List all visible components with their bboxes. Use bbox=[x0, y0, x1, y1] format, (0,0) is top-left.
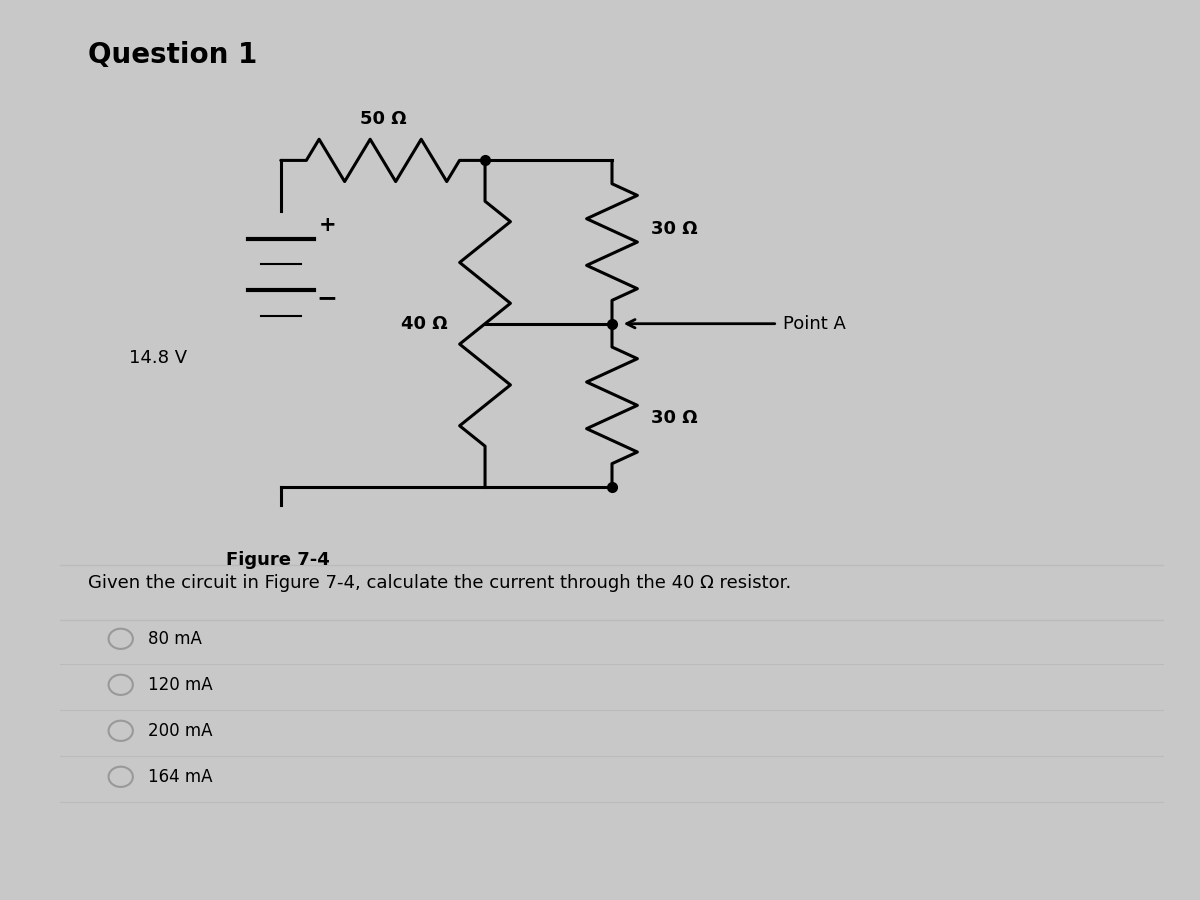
Text: 14.8 V: 14.8 V bbox=[128, 349, 187, 367]
Text: Question 1: Question 1 bbox=[88, 40, 257, 68]
Text: −: − bbox=[317, 286, 337, 310]
Text: Point A: Point A bbox=[784, 315, 846, 333]
Text: 30 Ω: 30 Ω bbox=[650, 220, 697, 238]
Text: Given the circuit in Figure 7-4, calculate the current through the 40 Ω resistor: Given the circuit in Figure 7-4, calcula… bbox=[88, 574, 791, 592]
Text: 50 Ω: 50 Ω bbox=[360, 110, 407, 128]
Text: Figure 7-4: Figure 7-4 bbox=[226, 552, 329, 570]
Text: +: + bbox=[318, 215, 336, 235]
Text: 200 mA: 200 mA bbox=[149, 722, 212, 740]
Text: 164 mA: 164 mA bbox=[149, 768, 212, 786]
Text: 30 Ω: 30 Ω bbox=[650, 410, 697, 427]
Text: 120 mA: 120 mA bbox=[149, 676, 212, 694]
Text: 40 Ω: 40 Ω bbox=[401, 315, 448, 333]
Text: 80 mA: 80 mA bbox=[149, 630, 202, 648]
